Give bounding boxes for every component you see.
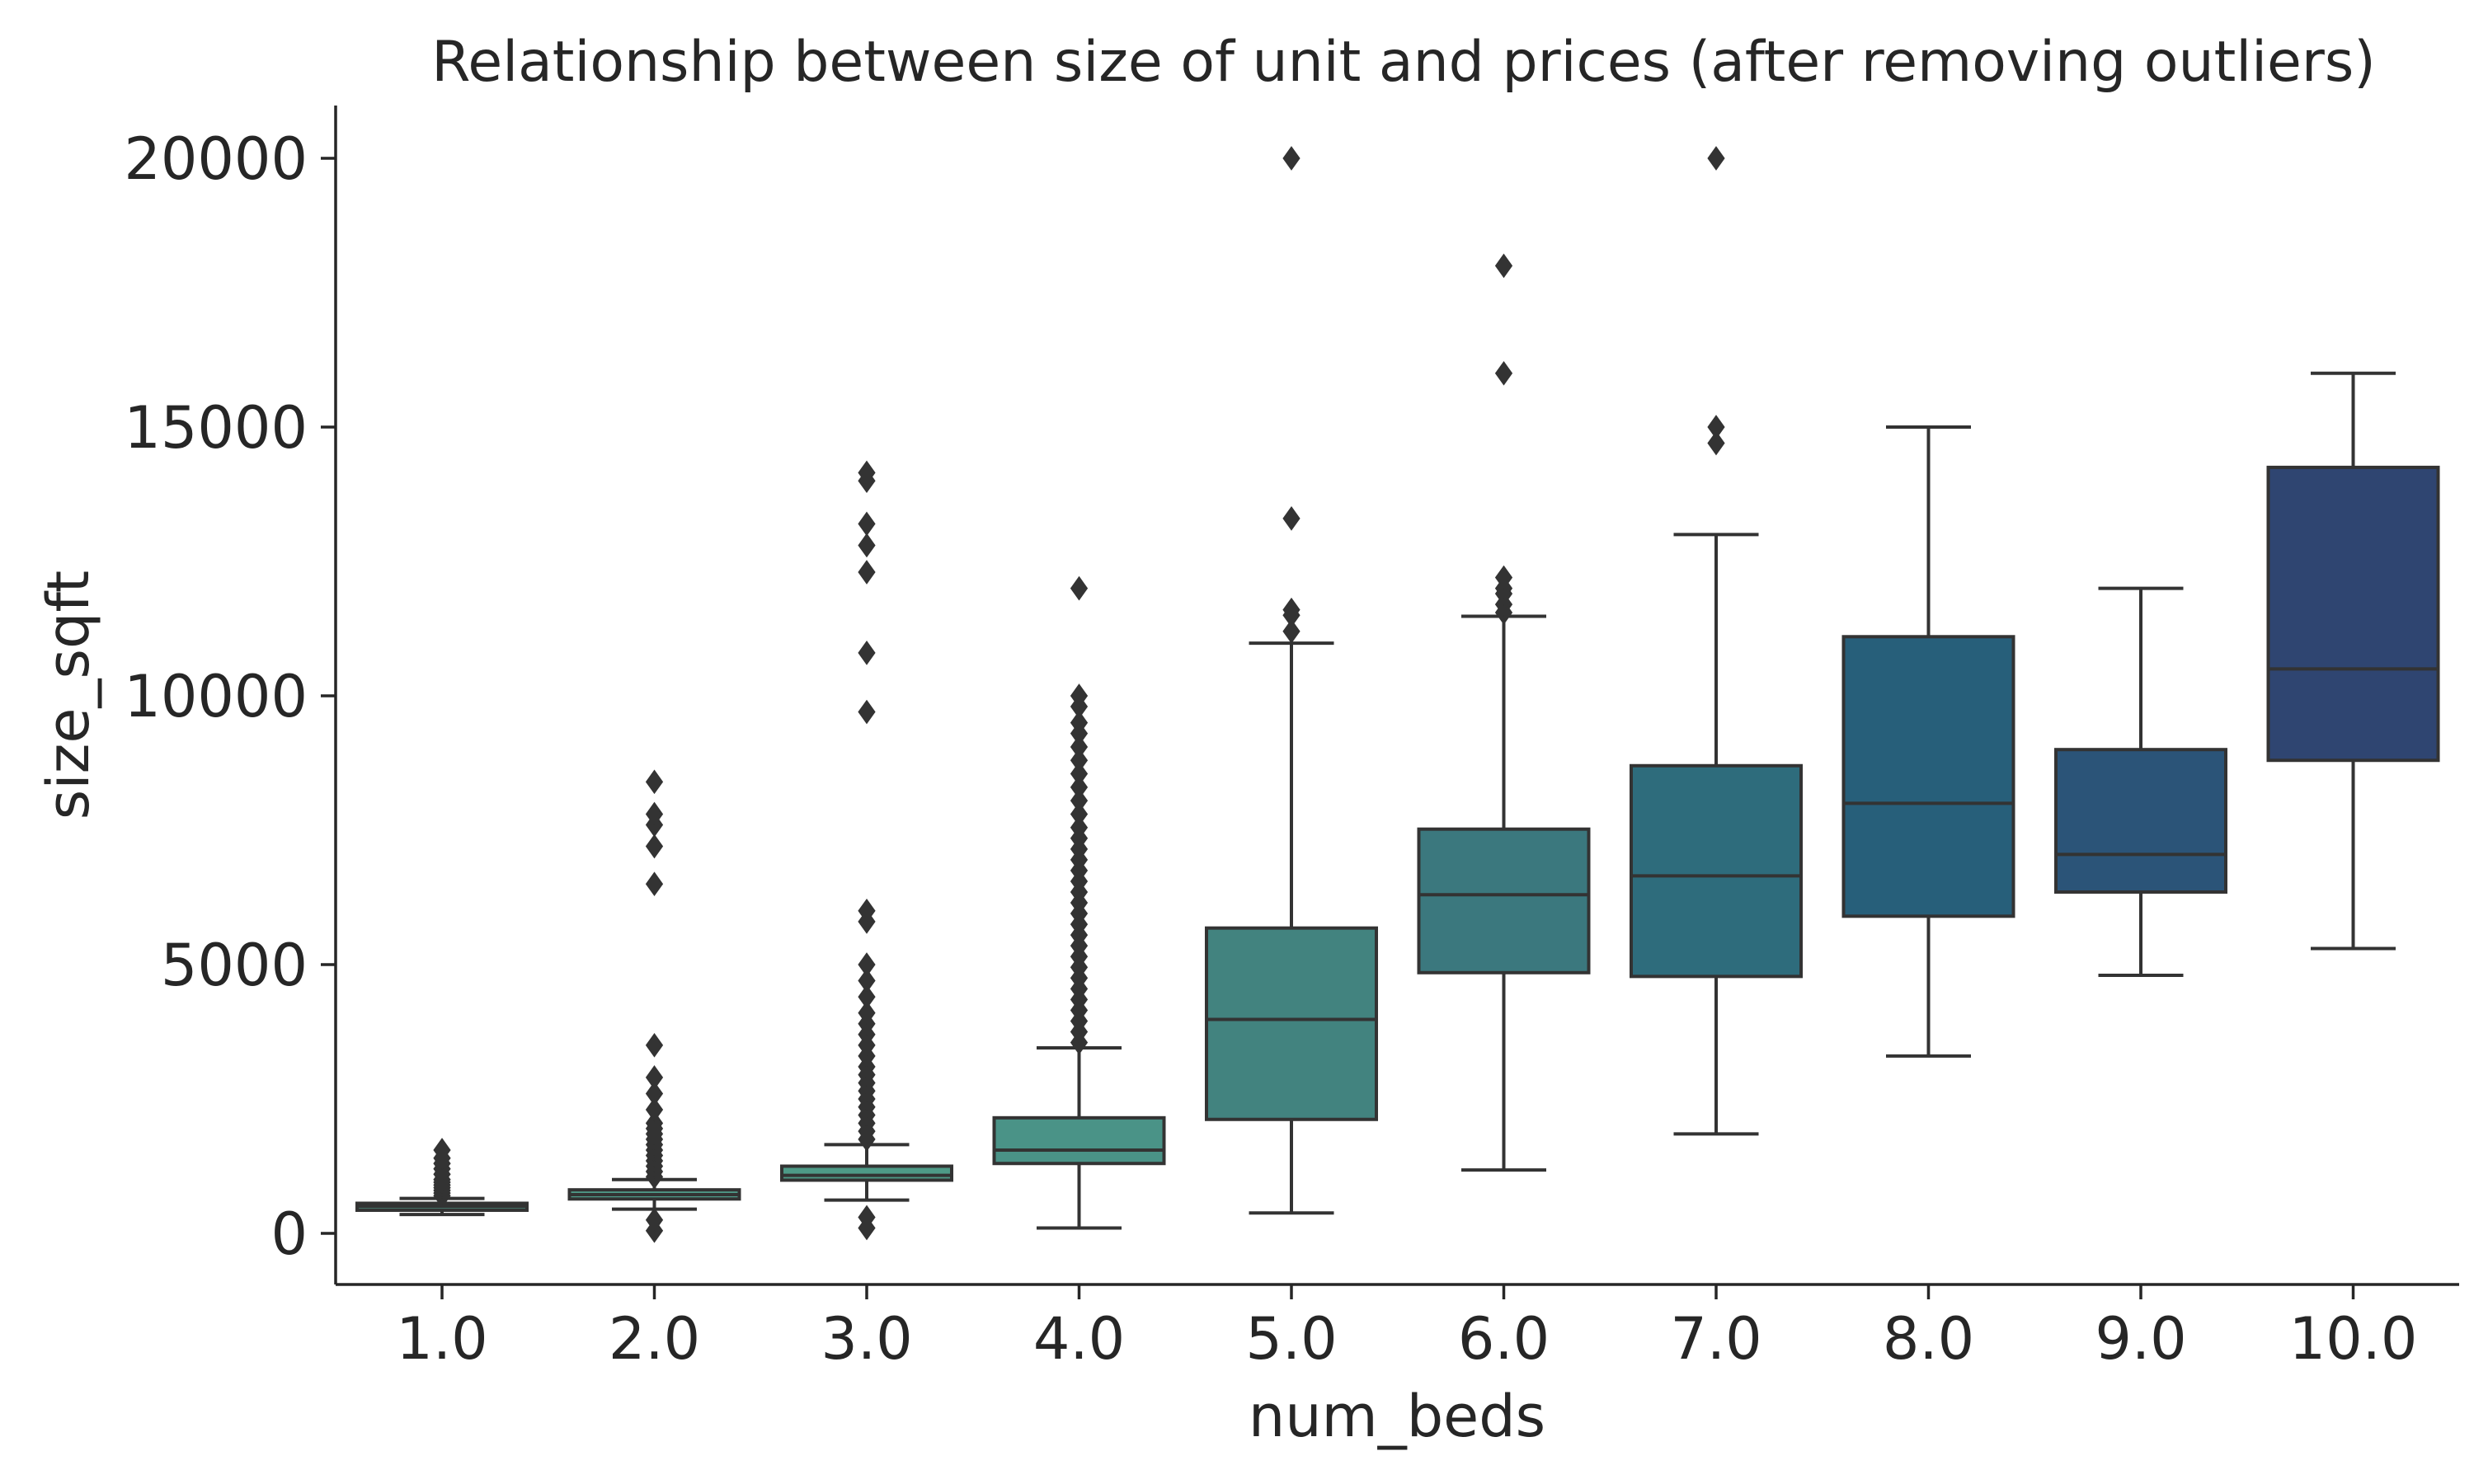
x-tick-label: 4.0 xyxy=(1033,1305,1125,1373)
x-tick-label: 1.0 xyxy=(396,1305,487,1373)
outlier-point xyxy=(1070,575,1089,601)
outlier-point xyxy=(1707,146,1725,171)
outlier-point xyxy=(1070,683,1089,708)
outlier-point xyxy=(858,968,876,993)
iqr-box xyxy=(2266,465,2440,763)
x-tick-label: 10.0 xyxy=(2289,1305,2418,1373)
x-tick-label: 8.0 xyxy=(1883,1305,1974,1373)
iqr-box xyxy=(1417,827,1591,974)
iqr-box xyxy=(1841,635,2015,918)
outlier-point xyxy=(1070,761,1089,787)
x-ticks: 1.0 2.0 3.0 4.0 5.0 6.0 7.0 8.0 9.0 10.0 xyxy=(396,1284,2417,1373)
outlier-point xyxy=(858,699,876,725)
outlier-point xyxy=(1282,597,1300,622)
box-group-9.0 xyxy=(2054,586,2227,978)
box-group-3.0 xyxy=(780,460,953,1241)
outlier-point xyxy=(645,801,664,827)
outlier-point xyxy=(645,1207,664,1233)
outlier-point xyxy=(1070,748,1089,773)
outlier-point xyxy=(1494,253,1513,279)
outlier-point xyxy=(858,984,876,1009)
boxes xyxy=(355,146,2440,1243)
outlier-point xyxy=(1070,815,1089,840)
outlier-point xyxy=(1282,505,1300,531)
iqr-box xyxy=(2054,748,2227,894)
outlier-point xyxy=(1070,710,1089,735)
y-tick-label: 20000 xyxy=(124,125,308,193)
y-tick-label: 5000 xyxy=(161,932,308,999)
x-tick-label: 9.0 xyxy=(2095,1305,2186,1373)
outlier-point xyxy=(645,1032,664,1058)
outlier-point xyxy=(1494,565,1513,590)
outlier-point xyxy=(1707,430,1725,456)
outlier-point xyxy=(1282,146,1300,171)
box-group-2.0 xyxy=(567,769,741,1243)
outlier-point xyxy=(1070,774,1089,800)
x-tick-label: 5.0 xyxy=(1245,1305,1337,1373)
outlier-point xyxy=(1707,415,1725,439)
outlier-point xyxy=(1282,618,1300,644)
x-tick-label: 2.0 xyxy=(609,1305,700,1373)
outlier-point xyxy=(1070,735,1089,759)
chart-title: Relationship between size of unit and pr… xyxy=(431,30,2376,95)
iqr-box xyxy=(1630,763,1803,979)
y-tick-label: 10000 xyxy=(124,663,308,730)
outlier-point xyxy=(858,533,876,558)
box-group-4.0 xyxy=(992,575,1166,1230)
iqr-box xyxy=(1205,926,1378,1121)
outlier-point xyxy=(645,834,664,859)
outlier-point xyxy=(858,952,876,977)
y-axis-label: size_sqft xyxy=(35,571,102,820)
y-tick-label: 0 xyxy=(270,1200,308,1268)
outlier-point xyxy=(1070,801,1089,827)
outlier-point xyxy=(858,511,876,537)
x-tick-label: 3.0 xyxy=(821,1305,912,1373)
outlier-point xyxy=(645,1111,664,1136)
outlier-point xyxy=(858,1205,876,1230)
outlier-point xyxy=(1494,360,1513,386)
box-group-7.0 xyxy=(1630,146,1803,1136)
box-group-5.0 xyxy=(1205,146,1378,1215)
box-group-1.0 xyxy=(355,1138,529,1217)
box-group-8.0 xyxy=(1841,425,2015,1058)
box-group-10.0 xyxy=(2266,371,2440,951)
iqr-box xyxy=(780,1164,953,1182)
x-tick-label: 7.0 xyxy=(1670,1305,1761,1373)
outlier-point xyxy=(1070,788,1089,814)
y-ticks: 0 5000 10000 15000 20000 xyxy=(124,125,336,1268)
outlier-point xyxy=(645,1065,664,1090)
outlier-point xyxy=(858,640,876,665)
x-tick-label: 6.0 xyxy=(1458,1305,1550,1373)
x-axis-label: num_beds xyxy=(1249,1383,1545,1450)
outlier-point xyxy=(858,898,876,923)
outlier-point xyxy=(858,460,876,486)
outlier-point xyxy=(645,1097,664,1122)
box-group-6.0 xyxy=(1417,253,1591,1172)
outlier-point xyxy=(433,1138,451,1162)
iqr-box xyxy=(992,1115,1166,1166)
outlier-point xyxy=(858,560,876,585)
outlier-point xyxy=(645,769,664,795)
outlier-point xyxy=(858,1000,876,1026)
outlier-point xyxy=(645,871,664,897)
y-tick-label: 15000 xyxy=(124,394,308,462)
outlier-point xyxy=(645,1081,664,1106)
